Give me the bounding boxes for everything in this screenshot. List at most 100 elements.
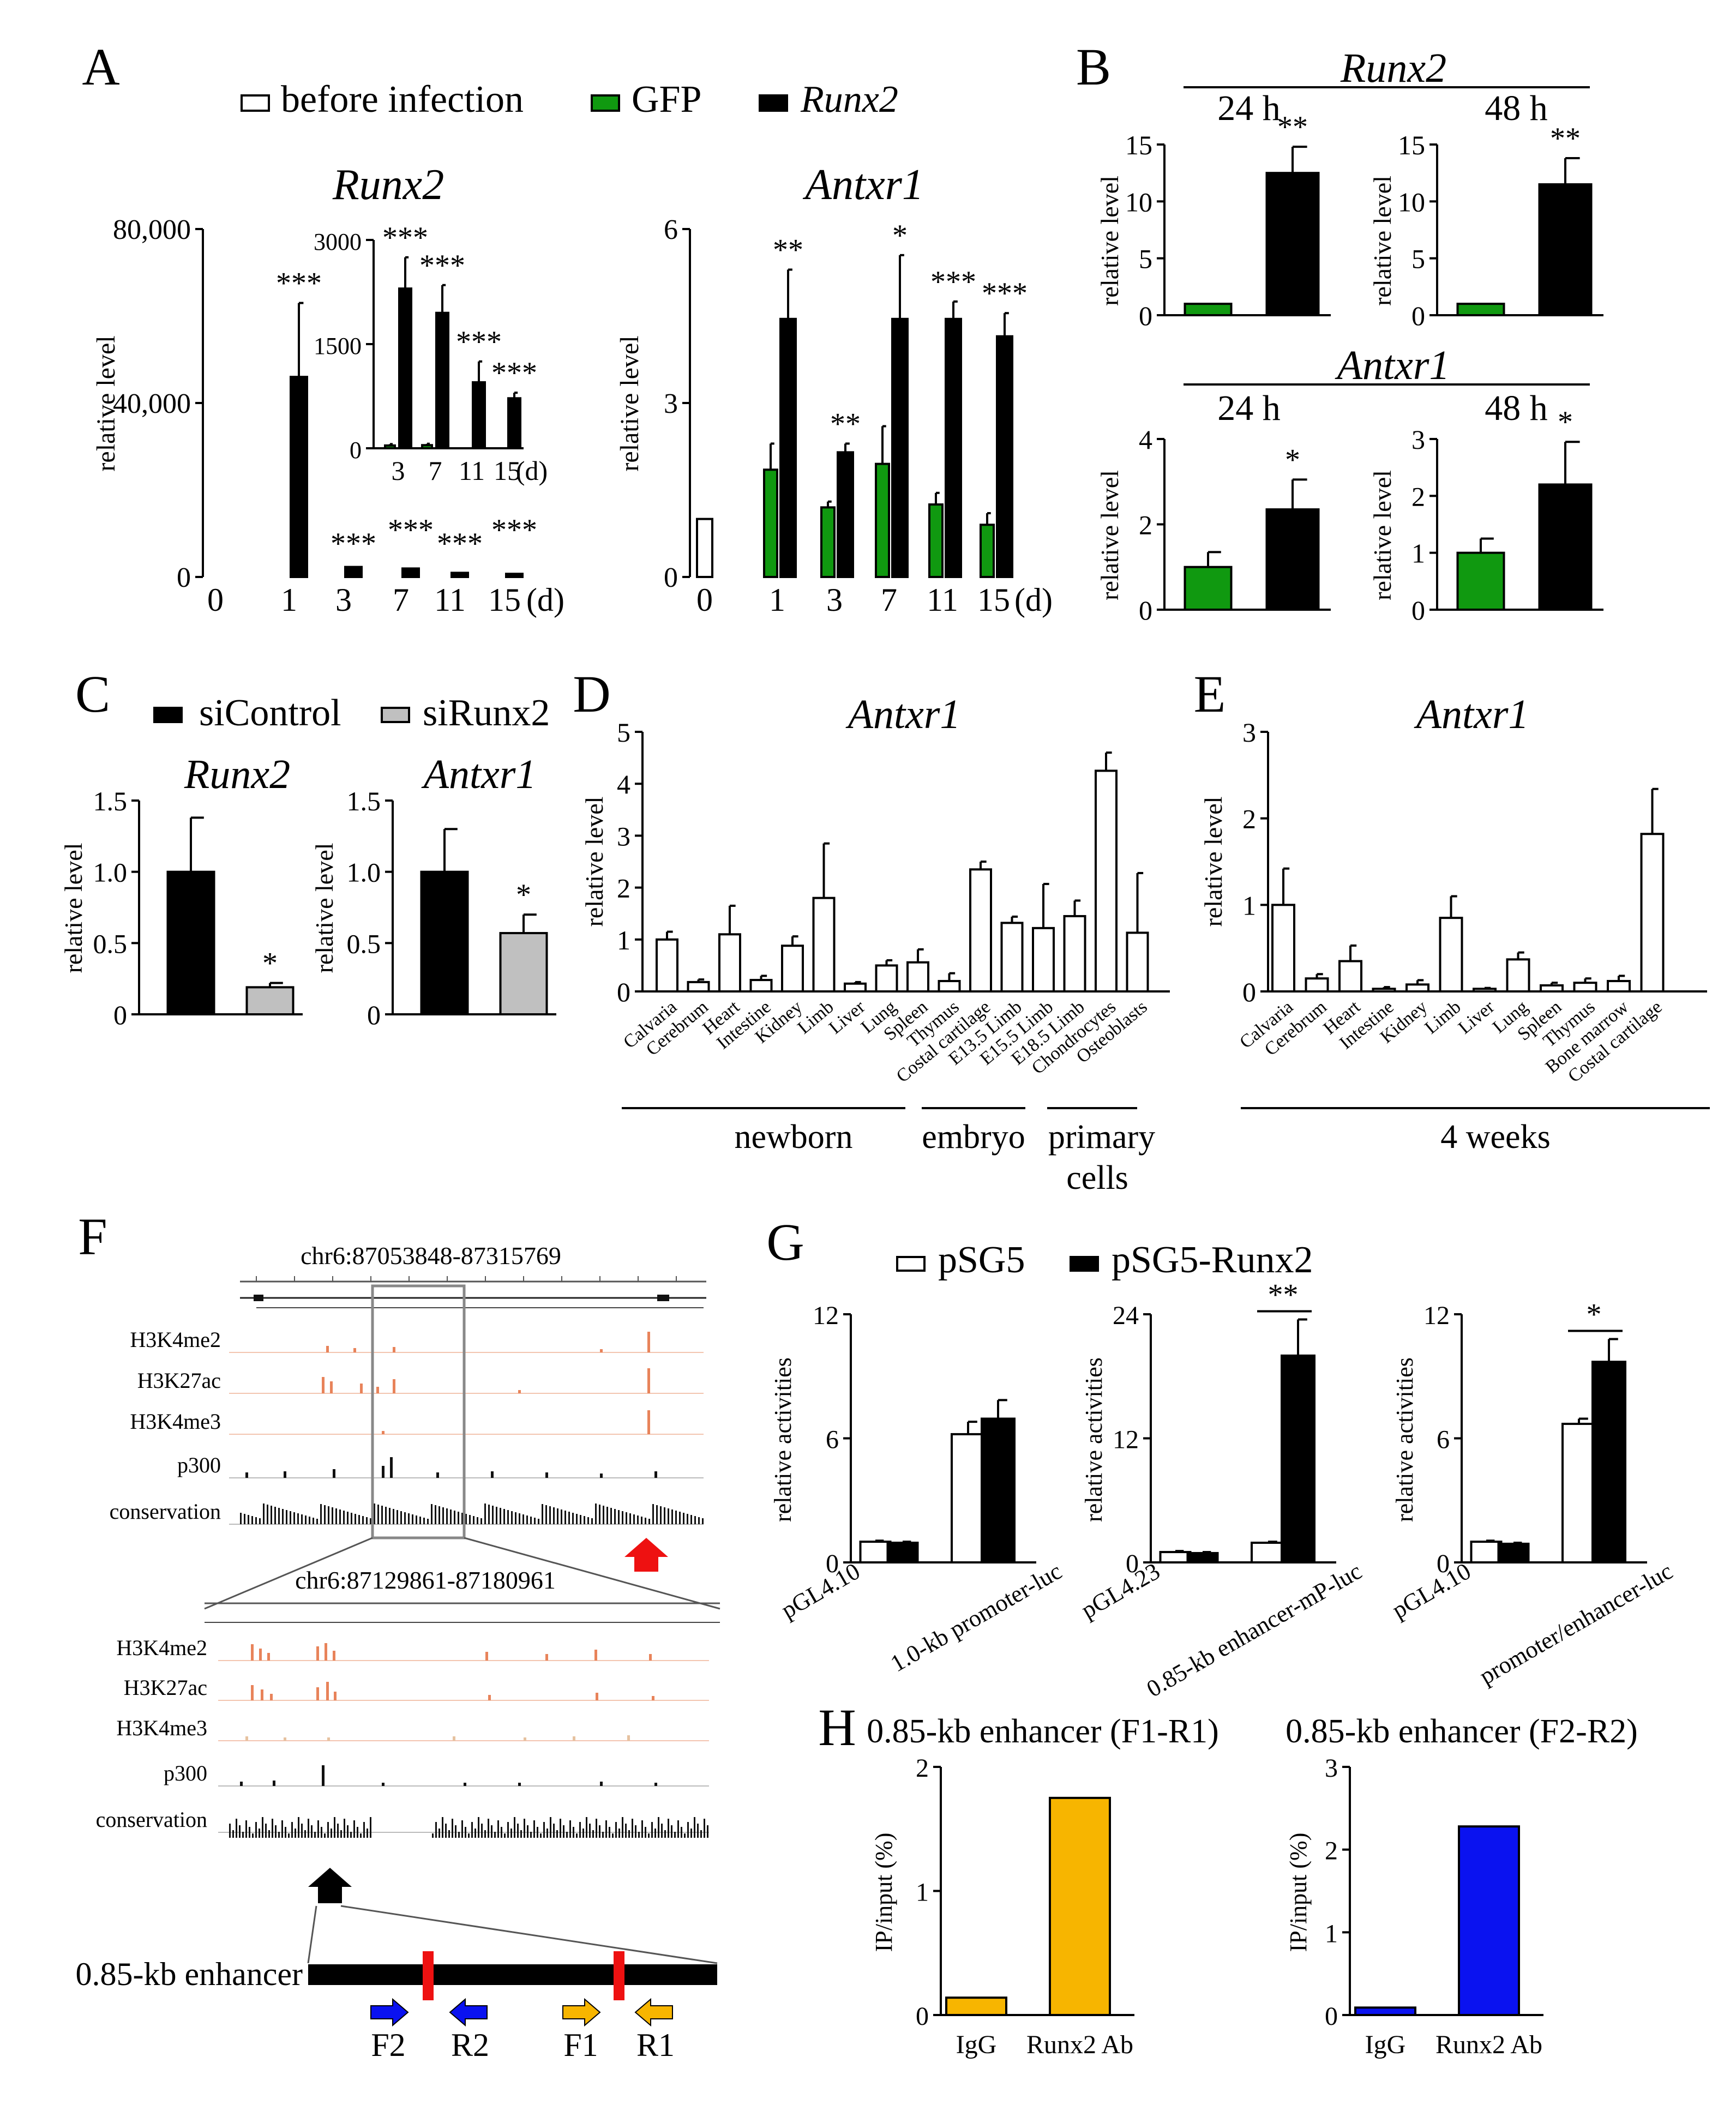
conservation-bar <box>492 1506 494 1524</box>
conservation-bar <box>239 1825 241 1838</box>
x-tick-label: 7 <box>429 455 442 486</box>
legend-psg5-runx2: pSG5-Runx2 <box>1112 1239 1313 1281</box>
bar-tissue <box>1607 979 1631 993</box>
conservation-bar <box>362 1516 364 1524</box>
primer-label: F2 <box>371 2027 405 2063</box>
conservation-bar <box>704 1819 705 1838</box>
bar-psg5 <box>951 1433 986 1564</box>
conservation-bar <box>313 1518 314 1524</box>
conservation-bar <box>335 1508 337 1524</box>
track-peak-h3k4me3 <box>573 1736 575 1741</box>
track-peak-p300 <box>382 1466 385 1478</box>
zoom-box <box>371 1284 466 1539</box>
y-tick-label: 0 <box>1411 595 1425 626</box>
conservation-bar <box>339 1509 341 1524</box>
track-peak-h3k27ac <box>330 1381 333 1393</box>
conservation-bar <box>377 1505 379 1524</box>
track-peak-p300 <box>518 1783 521 1786</box>
conservation-bar <box>461 1513 463 1524</box>
y-tick-label: 5 <box>1139 244 1152 274</box>
conservation-bar <box>679 1512 681 1524</box>
conservation-bar <box>652 1504 654 1524</box>
conservation-bar <box>468 1833 470 1838</box>
conservation-bar <box>480 1518 482 1524</box>
bar-psg5-runx2 <box>1281 1354 1315 1563</box>
track-peak-h3k4me2 <box>393 1347 395 1352</box>
bar-tissue <box>1338 960 1362 993</box>
conservation-bar <box>522 1514 524 1524</box>
track-peak-h3k27ac <box>596 1693 598 1700</box>
conservation-bar <box>632 1819 633 1838</box>
legend-swatch-sirunx2 <box>381 707 410 723</box>
track-label: p300 <box>164 1761 207 1785</box>
conservation-bar <box>337 1824 339 1838</box>
legend-psg5: pSG5 <box>938 1239 1025 1281</box>
conservation-bar <box>633 1514 635 1524</box>
b-time-label: 48 h <box>1485 88 1548 128</box>
y-tick-label: 40,000 <box>113 388 191 419</box>
day-unit-label: (d) <box>526 582 564 618</box>
conservation-bar <box>488 1505 490 1524</box>
conservation-bar <box>255 1517 257 1524</box>
track-peak-h3k4me2 <box>325 1643 327 1661</box>
conservation-bar <box>599 1505 600 1524</box>
bar-runx2 <box>507 397 521 450</box>
legend-runx2: Runx2 <box>800 79 898 121</box>
track-label: H3K4me2 <box>130 1327 221 1352</box>
bar-tissue <box>1573 982 1597 993</box>
track-peak-p300 <box>240 1782 243 1786</box>
y-tick-label: 6 <box>664 214 678 245</box>
x-tick-label: 1 <box>769 582 785 618</box>
conservation-bar <box>281 1820 283 1838</box>
conservation-bar <box>301 1824 303 1838</box>
y-tick-label: 1.5 <box>93 786 128 816</box>
e-title: Antxr1 <box>1414 691 1529 737</box>
conservation-bar <box>358 1515 360 1524</box>
legend-swatch-gfp <box>591 94 620 112</box>
conservation-bar <box>249 1827 250 1838</box>
b-antxr1-header: Antxr1 <box>1335 342 1450 388</box>
conservation-bar <box>442 1507 444 1524</box>
conservation-bar <box>317 1820 319 1838</box>
y-tick-label: 2 <box>617 873 630 904</box>
conservation-bar <box>263 1503 265 1524</box>
conservation-bar <box>308 1819 309 1838</box>
runx2-site <box>423 1951 434 2000</box>
bar-runx2 <box>837 451 854 579</box>
conservation-bar <box>370 1817 371 1838</box>
conservation-bar <box>537 1827 538 1838</box>
conservation-bar <box>445 1824 447 1838</box>
conservation-bar <box>572 1513 574 1524</box>
y-tick-label: 1 <box>1242 890 1256 921</box>
legend-before: before infection <box>281 79 524 121</box>
conservation-bar <box>504 1833 506 1838</box>
conservation-bar <box>648 1519 650 1524</box>
conservation-bar <box>397 1510 398 1524</box>
conservation-bar <box>591 1518 593 1524</box>
legend-swatch-before <box>241 94 270 112</box>
conservation-bar <box>448 1830 450 1838</box>
conservation-bar <box>618 1829 620 1838</box>
track-peak-h3k27ac <box>261 1689 263 1700</box>
conservation-bar <box>477 1517 478 1524</box>
x-tick-label: 15 <box>977 582 1010 618</box>
conservation-bar <box>245 1820 247 1838</box>
primer-label: F1 <box>563 2027 598 2063</box>
conservation-bar <box>677 1820 679 1838</box>
conservation-bar <box>556 1830 558 1838</box>
y-tick-label: 0 <box>1437 1549 1450 1578</box>
track-peak-h3k4me2 <box>594 1650 597 1661</box>
panel-letter-G: G <box>766 1213 804 1271</box>
day-unit-label: (d) <box>516 455 548 486</box>
y-tick-label: 4 <box>1139 424 1152 455</box>
conservation-bar <box>431 1504 433 1524</box>
conservation-bar <box>347 1512 349 1524</box>
y-tick-label: 80,000 <box>113 214 191 245</box>
group-primary: primary <box>1048 1118 1155 1156</box>
x-tick-label: 3 <box>826 582 843 618</box>
y-axis-label: relative level <box>310 843 338 973</box>
h-chart-title: 0.85-kb enhancer (F2-R2) <box>1286 1713 1638 1750</box>
conservation-bar <box>584 1516 585 1524</box>
conservation-bar <box>236 1819 237 1838</box>
x-tick-label: Limb <box>1421 997 1464 1038</box>
